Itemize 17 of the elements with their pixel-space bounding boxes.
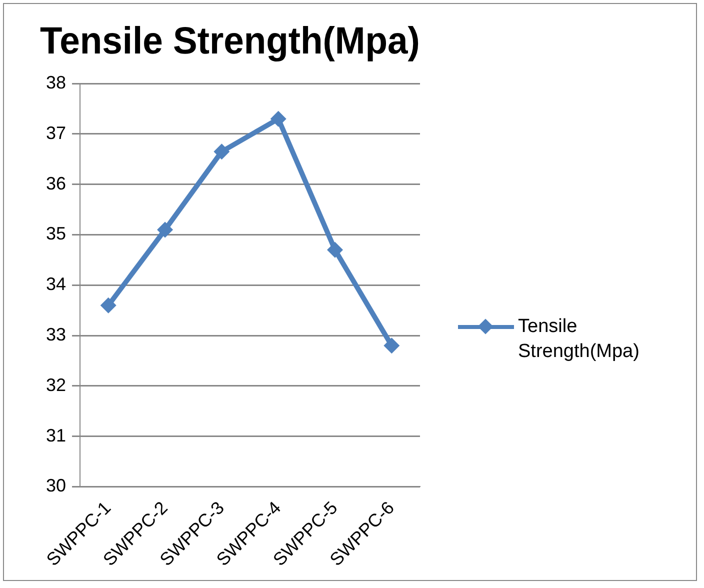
- y-tick-label: 31: [46, 425, 66, 446]
- y-tick-label: 34: [46, 274, 66, 294]
- point: [214, 144, 230, 160]
- y-tick-label: 33: [46, 324, 66, 345]
- y-tick-label: 30: [46, 476, 66, 496]
- legend-label: Tensile Strength(Mpa): [518, 315, 640, 364]
- chart-title: Tensile Strength(Mpa): [40, 18, 420, 62]
- point: [384, 338, 400, 354]
- y-tick-label: 36: [46, 173, 66, 194]
- y-tick-label: 35: [46, 224, 66, 244]
- y-tick-label: 32: [46, 374, 66, 395]
- y-tick-label: 37: [46, 122, 66, 143]
- point: [270, 110, 286, 127]
- y-tick-label: 38: [46, 72, 66, 93]
- point: [157, 222, 174, 238]
- point: [327, 242, 344, 258]
- point: [100, 297, 116, 314]
